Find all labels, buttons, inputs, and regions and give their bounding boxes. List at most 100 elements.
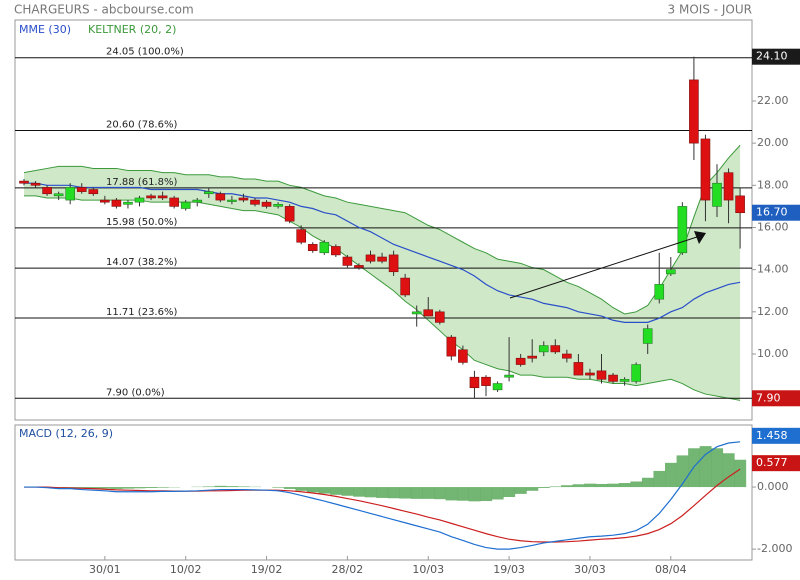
y-tick-label: 20.00 (757, 136, 789, 149)
candle-body (689, 79, 699, 144)
histogram-bar (203, 486, 215, 488)
candle-body (273, 203, 283, 207)
candle-body (538, 345, 549, 353)
fib-label: 11.71 (23.6%) (106, 307, 177, 318)
x-tick-label: 08/04 (655, 563, 687, 576)
candle-body (377, 256, 387, 262)
candle-body (53, 193, 64, 197)
candle-body (146, 195, 156, 199)
candle-body (527, 355, 538, 359)
histogram-bar (549, 486, 562, 488)
histogram-bar (387, 487, 400, 499)
histogram-bar (295, 487, 308, 491)
x-tick-label: 19/03 (493, 563, 525, 576)
histogram-bar (607, 483, 620, 488)
histogram-bar (353, 487, 366, 497)
y-tick-label: 10.00 (757, 347, 789, 360)
candle-body (100, 199, 110, 203)
candle-body (712, 182, 722, 207)
macd-line (24, 441, 741, 550)
fib-label: 15.98 (50.0%) (106, 217, 177, 228)
histogram-bar (722, 453, 735, 488)
histogram-bar (457, 487, 469, 501)
price-label-box (752, 48, 800, 65)
histogram-bar (653, 470, 666, 488)
histogram-bar (341, 487, 354, 496)
histogram-bar (422, 487, 435, 499)
histogram-bar (699, 446, 712, 488)
y-tick-label: 18.00 (757, 178, 789, 191)
candle-body (319, 241, 330, 254)
y-tick-label: 16.00 (757, 220, 789, 233)
histogram-bar (376, 487, 389, 498)
histogram-bar (584, 483, 597, 488)
candle-body (250, 199, 260, 205)
candle-body (238, 197, 249, 201)
histogram-bar (133, 487, 146, 489)
histogram-bar (87, 487, 100, 489)
price-label: 24.10 (756, 50, 788, 63)
candle-body (123, 201, 133, 205)
candle-body (134, 197, 145, 203)
candle-body (365, 254, 376, 262)
candle-body (423, 309, 434, 317)
candle-body (573, 362, 584, 376)
candle-body (307, 244, 318, 251)
x-tick-label: 10/02 (170, 563, 202, 576)
histogram-bar (122, 487, 135, 489)
candle-body (515, 357, 526, 365)
x-tick-label: 28/02 (332, 563, 364, 576)
y-tick-label: 22.00 (757, 94, 789, 107)
histogram-bar (318, 487, 331, 494)
trend-arrow (509, 235, 701, 299)
histogram-bar (145, 487, 158, 488)
histogram-bar (711, 448, 724, 488)
histogram-bar (480, 487, 493, 502)
candle-body (296, 229, 307, 243)
candle-body (631, 364, 641, 382)
candle-body (284, 206, 295, 222)
candle-body (261, 201, 272, 207)
histogram-bar (468, 487, 481, 502)
candle-body (411, 311, 422, 315)
y-tick-label: 0.000 (757, 480, 789, 493)
histogram-bar (491, 487, 504, 500)
candle-body (596, 370, 607, 380)
histogram-bar (561, 485, 573, 488)
candle-body (677, 206, 688, 254)
histogram-bar (410, 487, 423, 499)
candle-body (492, 383, 503, 391)
macd-panel (14, 424, 753, 561)
candle-body (76, 187, 87, 192)
candle-body (654, 284, 665, 300)
histogram-bar (618, 483, 631, 488)
candle-body (388, 254, 399, 273)
candle-body (19, 180, 29, 184)
histogram-bar (445, 487, 458, 501)
x-tick-label: 19/02 (251, 563, 283, 576)
candle-body (665, 269, 676, 275)
candle-body (469, 376, 480, 389)
y-tick-label: -2.000 (757, 542, 792, 555)
candle-body (215, 193, 226, 201)
price-label: 7.90 (756, 391, 781, 404)
histogram-bar (306, 487, 319, 493)
mme-legend: MME (30) (19, 23, 71, 36)
candle-body (400, 277, 410, 296)
histogram-bar (364, 487, 377, 498)
fib-label: 20.60 (78.6%) (106, 119, 177, 130)
candle-body (458, 349, 468, 363)
candle-body (481, 376, 491, 386)
candle-body (192, 199, 203, 203)
price-label-box (752, 390, 800, 407)
candle-body (30, 182, 41, 186)
candle-body (434, 311, 445, 323)
candle-body (735, 195, 745, 214)
candle-body (642, 328, 653, 344)
last-label-box (752, 455, 800, 472)
histogram-bar (283, 487, 296, 489)
histogram-bar (665, 462, 677, 488)
histogram-bar (99, 487, 111, 489)
candle-body (169, 197, 179, 207)
candle-body (354, 265, 364, 268)
